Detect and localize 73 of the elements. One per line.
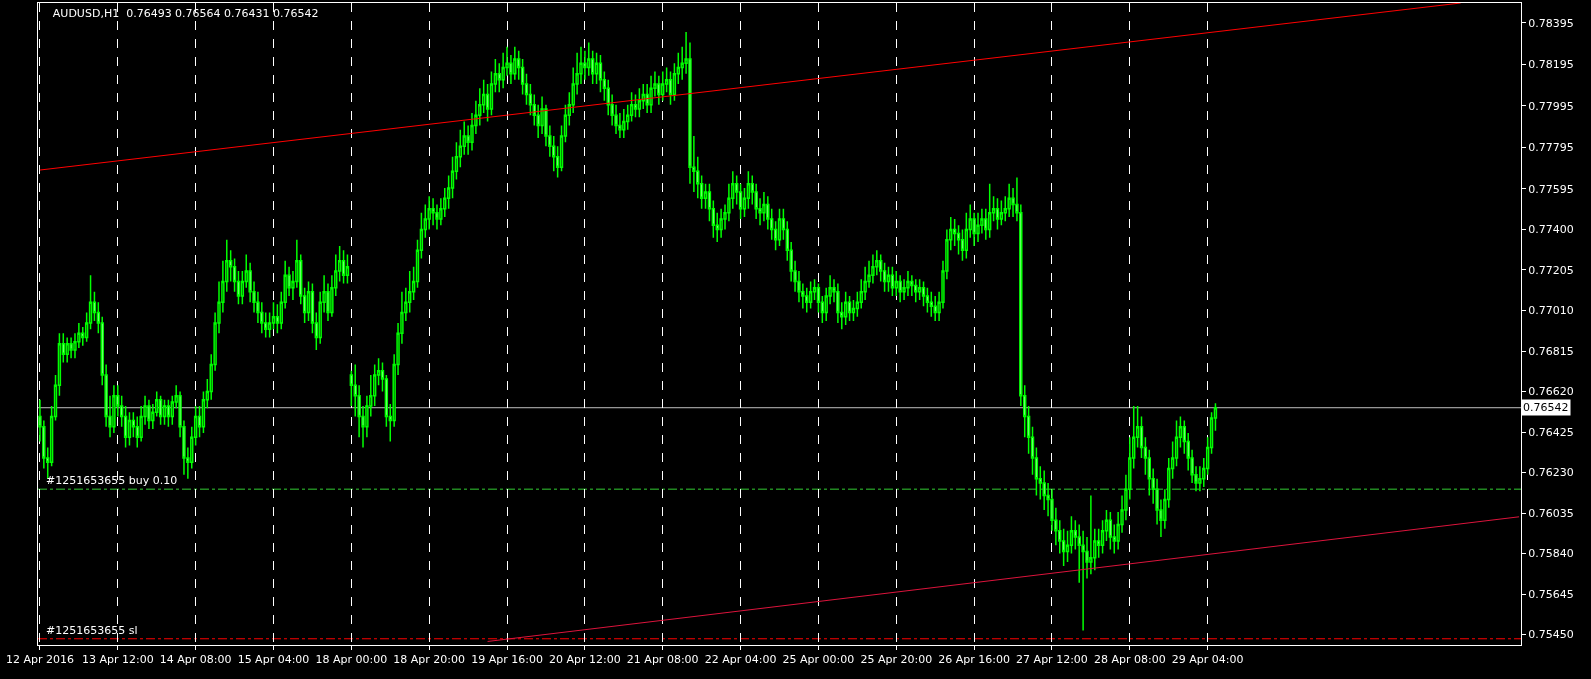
x-tick-label: 19 Apr 16:00 <box>471 653 543 667</box>
y-tick-label: 0.78195 <box>1528 58 1574 72</box>
y-tick-label: 0.76425 <box>1528 425 1574 439</box>
candlestick <box>777 207 782 247</box>
candlestick <box>898 274 902 303</box>
x-tick-label: 29 Apr 04:00 <box>1171 653 1244 667</box>
y-tick-label: 0.75840 <box>1528 547 1574 561</box>
x-tick-label: 18 Apr 00:00 <box>315 653 388 667</box>
candlestick <box>69 336 73 360</box>
chart-title: AUDUSD,H1 0.76493 0.76564 0.76431 0.76542 <box>52 7 319 21</box>
candlestick <box>890 266 895 297</box>
candlestick <box>649 74 653 114</box>
y-tick-label: 0.76035 <box>1528 506 1574 520</box>
x-tick-label: 15 Apr 04:00 <box>237 653 310 667</box>
x-tick-label: 25 Apr 20:00 <box>860 653 933 667</box>
x-tick-label: 14 Apr 08:00 <box>159 653 232 667</box>
candlestick <box>158 394 163 426</box>
candlestick <box>808 280 813 310</box>
y-tick-label: 0.77995 <box>1528 99 1574 113</box>
candlestick <box>341 249 346 285</box>
ref-line-label: #1251653655 sl <box>46 624 138 637</box>
y-tick-label: 0.77595 <box>1528 182 1574 196</box>
y-tick-label: 0.78395 <box>1528 16 1574 30</box>
candlestick <box>661 70 665 102</box>
candlestick <box>987 183 992 239</box>
candlestick <box>1089 494 1093 576</box>
x-tick-label: 13 Apr 12:00 <box>81 653 154 667</box>
candlestick <box>1081 529 1085 632</box>
ref-line-label: #1251653655 buy 0.10 <box>46 474 178 487</box>
candlestick <box>886 266 891 293</box>
candlestick <box>162 399 167 426</box>
x-tick-label: 18 Apr 20:00 <box>393 653 466 667</box>
candlestick <box>431 197 435 227</box>
y-tick-label: 0.75645 <box>1528 587 1574 601</box>
x-tick-label: 27 Apr 12:00 <box>1016 653 1088 667</box>
y-tick-label: 0.75450 <box>1528 628 1574 642</box>
candlestick <box>933 295 937 322</box>
x-tick-label: 20 Apr 12:00 <box>549 653 621 667</box>
x-tick-label: 28 Apr 08:00 <box>1093 653 1166 667</box>
x-tick-label: 22 Apr 04:00 <box>704 653 777 667</box>
y-tick-label: 0.77795 <box>1528 141 1574 155</box>
candlestick <box>112 384 116 434</box>
y-tick-label: 0.77400 <box>1528 223 1574 237</box>
y-tick-label: 0.76620 <box>1528 385 1574 399</box>
candlestick <box>719 207 723 239</box>
candlestick <box>622 108 626 139</box>
candlestick <box>906 270 910 297</box>
x-tick-label: 25 Apr 00:00 <box>782 653 855 667</box>
candlestick <box>871 253 875 285</box>
ref-line-label: 0.76542 <box>1523 401 1569 414</box>
candlestick <box>1007 183 1011 218</box>
candlestick <box>637 87 642 119</box>
candlestick <box>513 45 517 81</box>
candlestick <box>999 199 1004 227</box>
candlestick <box>847 295 852 322</box>
candlestick <box>1108 511 1113 551</box>
x-tick-label: 12 Apr 2016 <box>5 653 74 667</box>
x-tick-label: 21 Apr 08:00 <box>626 653 699 667</box>
y-tick-label: 0.76230 <box>1528 466 1574 480</box>
y-tick-label: 0.76815 <box>1528 344 1574 358</box>
candlestick <box>995 197 1000 231</box>
candlestick <box>147 399 151 430</box>
candlestick <box>657 74 661 106</box>
candlestick <box>166 399 171 428</box>
x-tick-label: 26 Apr 16:00 <box>938 653 1010 667</box>
y-tick-label: 0.77205 <box>1528 263 1574 277</box>
candlestick <box>65 336 69 364</box>
y-tick-label: 0.77010 <box>1528 304 1574 318</box>
candlestick <box>929 291 934 318</box>
candlestick <box>976 212 980 243</box>
candlestick <box>914 278 918 303</box>
candlestick <box>843 291 848 326</box>
candlestick <box>345 253 350 285</box>
